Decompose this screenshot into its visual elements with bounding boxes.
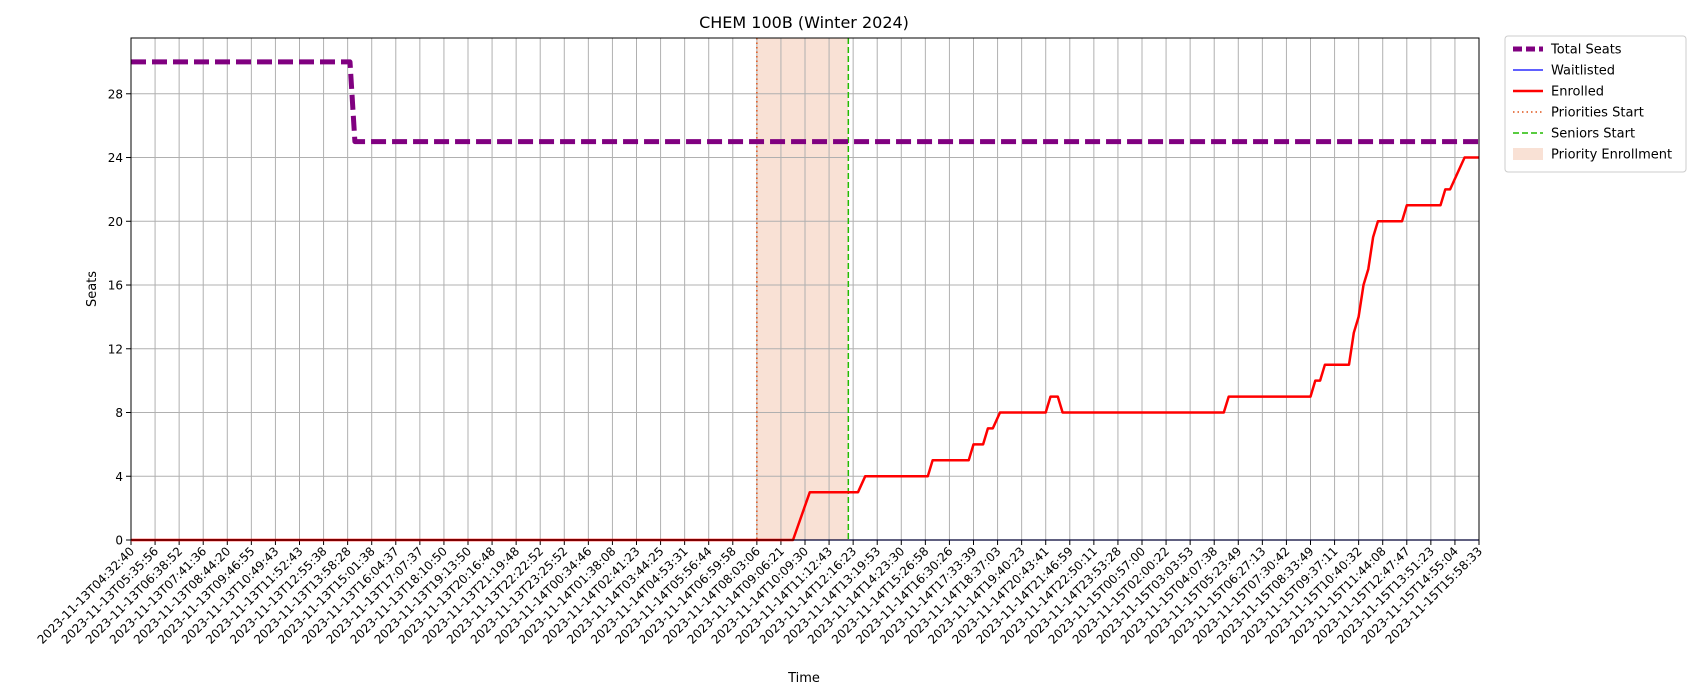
series-line-enrolled <box>131 156 1479 542</box>
legend-label-seniors-start: Seniors Start <box>1551 127 1635 142</box>
legend-swatch-priority-enrollment <box>1513 148 1543 160</box>
y-axis-label: Seats <box>85 271 100 307</box>
axes-frame <box>130 37 1480 541</box>
y-tick-label: 12 <box>108 342 123 356</box>
legend-label-waitlisted: Waitlisted <box>1551 64 1615 79</box>
y-tick-label: 8 <box>115 406 123 420</box>
shaded-region-priority-enrollment <box>756 38 849 540</box>
y-tick-label: 20 <box>108 215 123 229</box>
legend-label-priority-enrollment: Priority Enrollment <box>1551 148 1672 163</box>
legend-frame <box>1504 35 1687 173</box>
series-line-total-seats <box>131 59 1479 145</box>
legend: Total Seats Waitlisted Enrolled Priorities … <box>1504 35 1687 173</box>
y-tick-label: 4 <box>115 470 123 484</box>
y-tick-label: 28 <box>108 87 123 101</box>
chart-title: CHEM 100B (Winter 2024) <box>699 13 909 32</box>
legend-label-enrolled: Enrolled <box>1551 85 1604 100</box>
y-tick-label: 0 <box>115 534 123 548</box>
x-axis-label: Time <box>787 671 820 686</box>
y-tick-label: 16 <box>108 279 123 293</box>
legend-label-total-seats: Total Seats <box>1550 43 1622 58</box>
y-tick-label: 24 <box>108 151 123 165</box>
legend-label-priorities-start: Priorities Start <box>1551 106 1644 121</box>
